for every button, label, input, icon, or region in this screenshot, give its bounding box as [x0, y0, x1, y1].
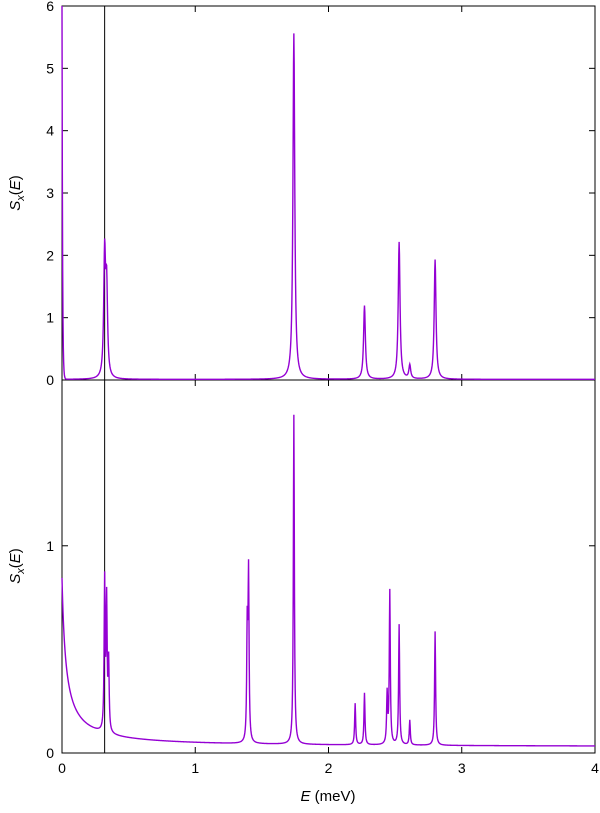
top-ytick-label: 4 [46, 123, 54, 139]
xtick-label: 1 [191, 760, 199, 776]
bottom-ytick-label: 1 [46, 538, 54, 554]
top-ytick-label: 0 [46, 372, 54, 388]
xtick-label: 2 [325, 760, 333, 776]
top-axes: 0 1 2 3 4 5 6 [46, 0, 595, 388]
top-ytick-label: 1 [46, 310, 54, 326]
top-ytick-label: 5 [46, 60, 54, 76]
xtick-label: 0 [58, 760, 66, 776]
top-panel-frame [62, 6, 595, 380]
bottom-series-line [62, 415, 595, 746]
top-series-line [62, 6, 595, 379]
xtick-label: 3 [458, 760, 466, 776]
top-ytick-label: 2 [46, 247, 54, 263]
bottom-ylabel: Sx(E) [7, 548, 27, 584]
xtick-label: 4 [591, 760, 599, 776]
bottom-panel-frame [62, 380, 595, 753]
top-ytick-label: 3 [46, 185, 54, 201]
top-ytick-label: 6 [46, 0, 54, 14]
xlabel: E (meV) [300, 788, 355, 805]
top-ylabel: Sx(E) [7, 175, 27, 211]
bottom-axes: 0 1 0 1 2 3 4 [46, 380, 599, 776]
bottom-ytick-label: 0 [46, 745, 54, 761]
